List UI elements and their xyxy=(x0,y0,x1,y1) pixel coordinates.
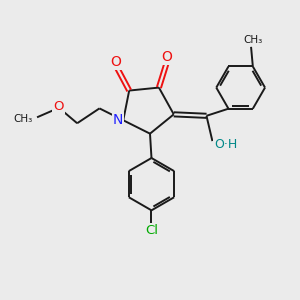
Text: O: O xyxy=(53,100,64,113)
Text: CH₃: CH₃ xyxy=(13,114,33,124)
Text: O: O xyxy=(110,55,121,69)
Text: N: N xyxy=(113,113,123,127)
Text: Cl: Cl xyxy=(145,224,158,237)
Text: CH₃: CH₃ xyxy=(244,35,263,45)
Text: O·H: O·H xyxy=(214,138,237,151)
Text: O: O xyxy=(161,50,172,64)
